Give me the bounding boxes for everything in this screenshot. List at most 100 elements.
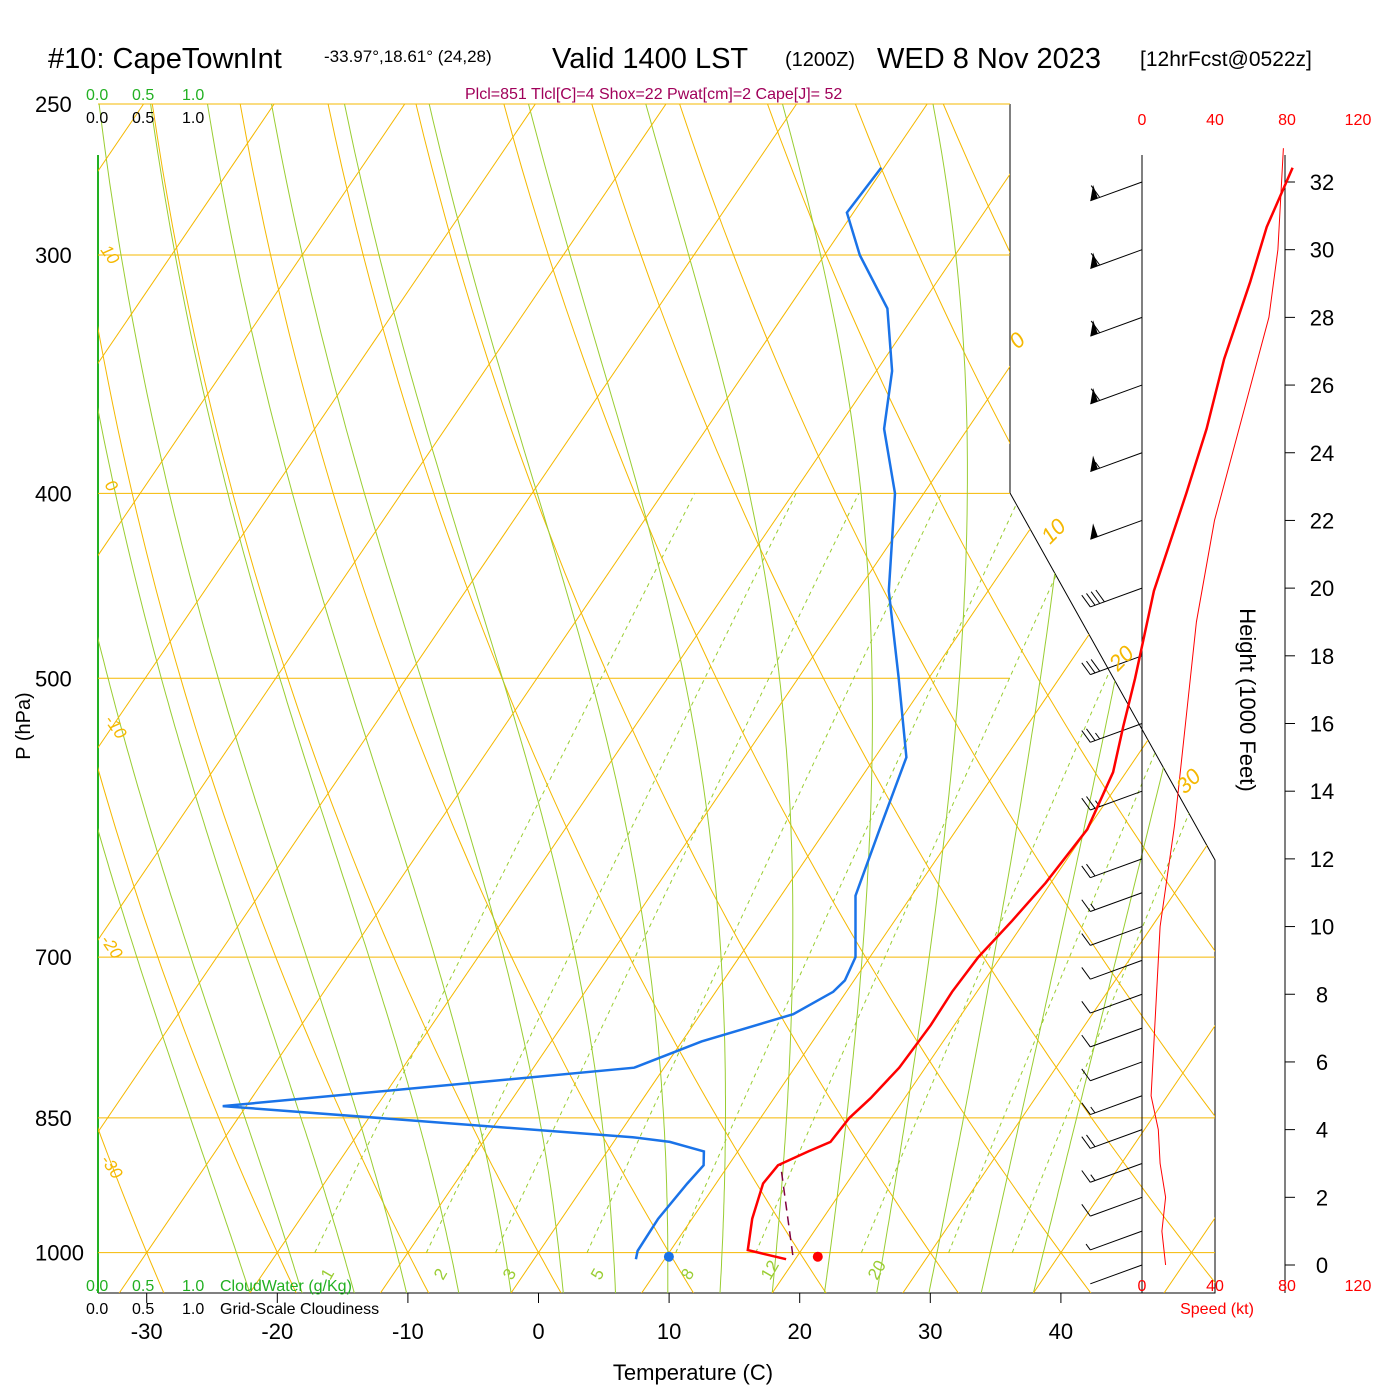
cloud-top-green-0: 0.0 [86,87,108,104]
height-tick-2: 2 [1316,1185,1328,1210]
parcel-path [779,1165,794,1256]
p-tick-300: 300 [35,243,72,268]
isotherm-label-left--30: -30 [97,1151,127,1182]
height-tick-6: 6 [1316,1050,1328,1075]
speed-tick-top-120: 120 [1345,112,1372,129]
height-tick-32: 32 [1310,170,1334,195]
isotherm-lines [98,104,1215,1293]
p-tick-850: 850 [35,1106,72,1131]
dewpoint-profile [222,167,908,1260]
isotherm--60 [98,104,536,1293]
cloud-top-black-0: 0.0 [86,110,108,127]
isotherm-label-right-30: 30 [1171,763,1207,799]
indices-line: Plcl=851 Tlcl[C]=4 Shox=22 Pwat[cm]=2 Ca… [465,86,842,103]
wind-barb [1081,892,1143,912]
height-tick-18: 18 [1310,644,1334,669]
speed-axis-label: Speed (kt) [1180,1301,1254,1318]
isotherm-label-left-0: 0 [101,476,122,495]
isotherm-40 [1033,104,1215,1293]
moist-adiabat-36 [980,104,1210,1293]
wind-barb [1085,1230,1143,1251]
dry-adiabat-50 [591,104,1215,1293]
dry-adiabat-0 [151,104,562,1293]
plot-frame [98,104,1216,1294]
wind-panel [1081,148,1295,1293]
wind-barb [1081,655,1143,676]
height-tick-22: 22 [1310,508,1334,533]
dry-adiabat-60 [679,104,1215,1293]
moist-adiabat-0 [207,104,512,1293]
wind-barb [1081,993,1143,1014]
wind-barb [1090,181,1143,202]
speed-tick-bottom-80: 80 [1278,1278,1296,1295]
moist-adiabat-40 [1032,104,1215,1293]
cloud-bottom-black-2: 1.0 [182,1301,204,1318]
mixing-ratio-lines [314,493,1215,1253]
isotherm-0 [510,104,1215,1293]
dry-adiabat-40 [503,104,1092,1293]
mix-label-12: 12 [757,1257,783,1283]
height-tick-14: 14 [1310,779,1334,804]
date-label: WED 8 Nov 2023 [877,43,1101,75]
dry-adiabat-70 [767,104,1215,1293]
wind-barb [1090,249,1143,269]
surface-dew-dot [663,1251,674,1262]
height-tick-24: 24 [1310,441,1334,466]
isotherm-30 [902,104,1215,1293]
x-tick--30: -30 [131,1319,163,1344]
adiabat-lines [98,104,1400,1293]
wind-barb [1090,519,1143,540]
moist-adiabat-24 [782,104,873,1293]
moist-adiabat--16 [98,104,303,1293]
isotherm-label-right-10: 10 [1036,513,1072,549]
isotherm--50 [98,104,667,1293]
moist-adiabat--20 [98,104,251,1293]
cloud-bottom-green-0: 0.0 [86,1278,108,1295]
mixing-ratio-5 [586,493,942,1253]
moist-adiabat-4 [271,104,564,1293]
speed-tick-top-40: 40 [1206,112,1224,129]
isotherm-50 [1163,104,1215,1293]
height-tick-28: 28 [1310,305,1334,330]
isotherm--40 [98,104,797,1293]
mixing-ratio-30 [948,493,1215,1253]
wind-barb [1081,587,1143,608]
moist-adiabat-8 [344,104,616,1293]
wind-barb [1090,1264,1143,1285]
mix-label-3: 3 [499,1265,520,1283]
wind-barb [1081,1027,1143,1048]
mix-label-20: 20 [864,1257,890,1283]
wind-barb [1081,926,1143,946]
isotherm-label-right-20: 20 [1103,640,1139,676]
wind-barb [1090,316,1143,337]
x-tick--20: -20 [261,1319,293,1344]
dry-adiabat-10 [239,104,694,1293]
wind-barb [1090,384,1143,405]
isotherm-20 [771,104,1215,1293]
mix-label-5: 5 [587,1265,608,1283]
mixing-ratio-12 [755,493,1094,1253]
isotherm--70 [98,104,406,1293]
moist-adiabat--12 [98,104,355,1293]
wind-barb [1081,1129,1143,1149]
moist-adiabat-20 [645,104,794,1293]
mixing-ratio-20 [860,493,1189,1253]
mixing-ratio-8 [675,493,1022,1253]
cloud-top-black-1: 0.5 [132,110,154,127]
dry-adiabat-100 [1030,104,1215,1293]
x-tick-40: 40 [1049,1319,1073,1344]
height-tick-4: 4 [1316,1118,1328,1143]
dry-adiabat-130 [1295,104,1400,1293]
height-tick-20: 20 [1310,576,1334,601]
p-tick-700: 700 [35,945,72,970]
speed-tick-top-0: 0 [1138,112,1147,129]
isotherm--80 [98,104,275,1293]
isotherm--10 [380,104,1189,1293]
height-tick-30: 30 [1310,238,1334,263]
dry-adiabat--30 [98,104,165,1293]
wind-barb [1081,1162,1143,1183]
moist-adiabat--4 [150,104,460,1293]
wind-barb [1081,790,1143,811]
